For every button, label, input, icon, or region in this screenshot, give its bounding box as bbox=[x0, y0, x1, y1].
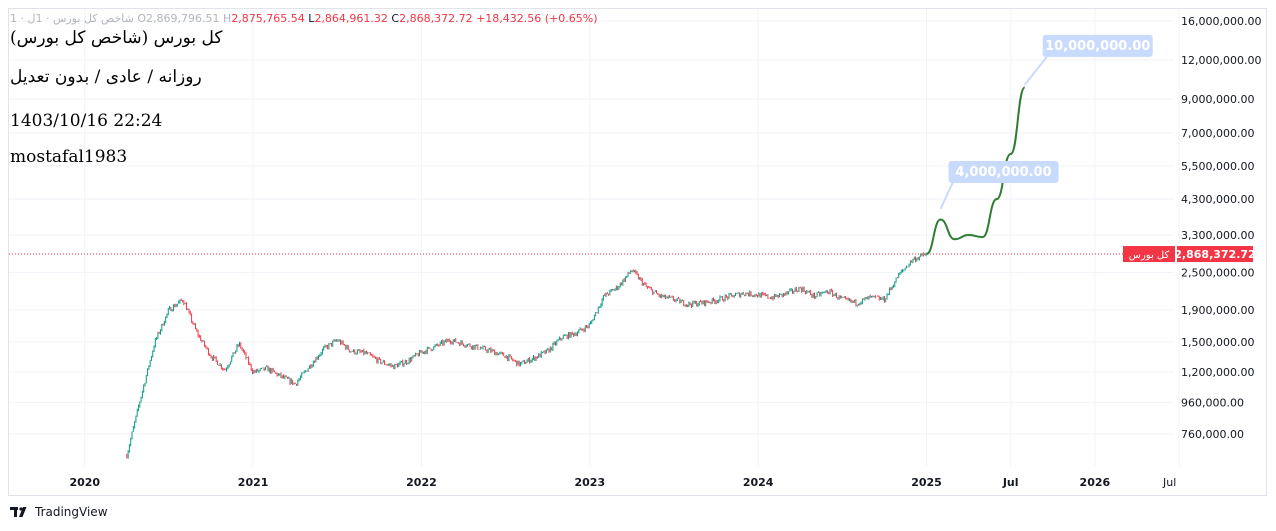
x-tick-label: 2021 bbox=[238, 476, 269, 489]
x-tick-label: Jul bbox=[1002, 476, 1019, 489]
projection-path bbox=[926, 86, 1026, 256]
change-value: +18,432.56 (+0.65%) bbox=[476, 12, 598, 25]
ohlc-legend: شاخص کل بورس · 1ل · 1 O2,869,796.51 H2,8… bbox=[10, 12, 598, 25]
low-label: L bbox=[308, 12, 315, 25]
last-price-label-bg bbox=[1177, 246, 1253, 263]
y-tick-label: 4,300,000.00 bbox=[1181, 193, 1254, 206]
high-label: H bbox=[223, 12, 232, 25]
y-tick-label: 5,500,000.00 bbox=[1181, 160, 1254, 173]
annotation-connector bbox=[1023, 56, 1048, 86]
close-value: 2,868,372.72 bbox=[399, 12, 473, 25]
high-value: 2,875,765.54 bbox=[231, 12, 305, 25]
y-tick-label: 3,300,000.00 bbox=[1181, 229, 1254, 242]
x-tick-label: 2022 bbox=[406, 476, 437, 489]
y-tick-label: 760,000.00 bbox=[1181, 428, 1244, 441]
x-tick-label: 2023 bbox=[575, 476, 606, 489]
open-label: O bbox=[137, 12, 147, 25]
last-price-label: 2,868,372.72 bbox=[1174, 248, 1255, 261]
chart-author: mostafal1983 bbox=[10, 147, 128, 167]
annotation-label: 4,000,000.00 bbox=[955, 165, 1051, 180]
chart-title: کل بورس (شاخص کل بورس) bbox=[10, 28, 223, 48]
y-tick-label: 7,000,000.00 bbox=[1181, 127, 1254, 140]
close-label: C bbox=[391, 12, 400, 25]
series-name-tag-bg bbox=[1123, 246, 1175, 263]
chart-subtitle: روزانه / عادی / بدون تعدیل bbox=[10, 67, 202, 87]
open-value: 2,869,796.51 bbox=[146, 12, 220, 25]
y-tick-label: 12,000,000.00 bbox=[1181, 54, 1261, 67]
chart-date: 1403/10/16 22:24 bbox=[10, 111, 163, 131]
x-tick-label: 2026 bbox=[1080, 476, 1111, 489]
annotation-label-bg bbox=[948, 160, 1059, 183]
y-tick-label: 960,000.00 bbox=[1181, 396, 1244, 409]
tradingview-brand[interactable]: TradingView bbox=[10, 505, 108, 519]
low-value: 2,864,961.32 bbox=[314, 12, 388, 25]
x-tick-label: 2024 bbox=[743, 476, 774, 489]
brand-name: TradingView bbox=[35, 505, 108, 519]
y-tick-label: 1,200,000.00 bbox=[1181, 366, 1254, 379]
y-tick-label: 2,500,000.00 bbox=[1181, 267, 1254, 280]
chart-frame bbox=[8, 8, 1267, 496]
annotation-connector bbox=[939, 182, 954, 210]
y-tick-label: 1,900,000.00 bbox=[1181, 304, 1254, 317]
series-name-tag: کل بورس bbox=[1129, 250, 1170, 261]
y-tick-label: 16,000,000.00 bbox=[1181, 15, 1261, 28]
x-tick-label: Jul bbox=[1162, 476, 1176, 489]
y-tick-label: 1,500,000.00 bbox=[1181, 336, 1254, 349]
y-tick-label: 9,000,000.00 bbox=[1181, 93, 1254, 106]
symbol-name[interactable]: شاخص کل بورس · 1ل · 1 bbox=[10, 12, 134, 25]
annotation-label-bg bbox=[1042, 34, 1153, 57]
annotation-label: 10,000,000.00 bbox=[1045, 39, 1150, 54]
x-tick-label: 2025 bbox=[911, 476, 942, 489]
x-tick-label: 2020 bbox=[69, 476, 100, 489]
tradingview-logo-icon bbox=[10, 507, 27, 517]
